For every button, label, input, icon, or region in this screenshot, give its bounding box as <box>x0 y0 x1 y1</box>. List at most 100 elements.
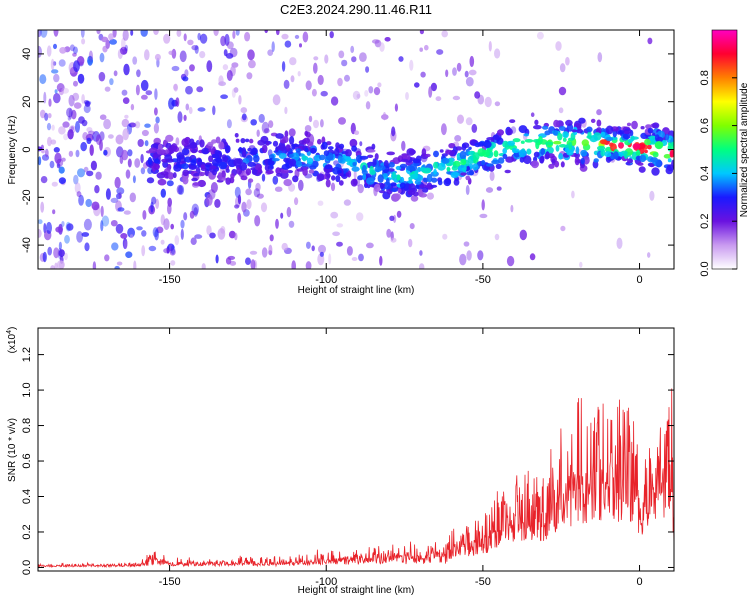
snr-y-tick-label: 0.8 <box>21 418 33 433</box>
spectrogram-cell <box>331 175 336 181</box>
spectrogram-cell <box>180 219 185 229</box>
spectrogram-cell <box>66 223 74 231</box>
spectrogram-cell <box>374 167 382 172</box>
spectrogram-cell <box>379 255 383 266</box>
spectrogram-cell <box>533 125 542 130</box>
spectrogram-cell <box>468 146 472 150</box>
spectrogram-cell <box>189 210 195 219</box>
snr-x-tick-label: -150 <box>159 576 181 588</box>
spectrogram-cell <box>406 148 416 156</box>
spectrogram-cell <box>555 41 562 51</box>
spectrogram-cell <box>596 119 602 127</box>
spectrogram-cell <box>421 148 427 157</box>
spectrogram-cell <box>302 31 309 43</box>
spectrogram-cell <box>317 138 322 145</box>
spectrogram-cell <box>192 182 200 186</box>
colorbar-ticks: 0.0 0.2 0.4 0.6 0.8 <box>699 70 737 277</box>
spectrogram-cell <box>359 52 367 62</box>
colorbar-scale <box>711 29 738 270</box>
spectrogram-cell <box>99 52 105 63</box>
spectrogram-cell <box>395 165 402 171</box>
spectrogram-cell <box>245 168 252 176</box>
spectrogram-cell <box>117 48 123 60</box>
spectrogram-cell <box>453 178 460 186</box>
spectrogram-cell <box>53 247 60 259</box>
spectrogram-cell <box>618 142 624 149</box>
spectrogram-cell <box>529 253 536 261</box>
colorbar-tick-label: 0.0 <box>699 261 711 276</box>
spectrogram-cell <box>191 149 198 153</box>
spectrogram-cell <box>665 166 674 175</box>
spectrogram-cell <box>208 148 215 153</box>
spectrogram-cell <box>42 251 47 263</box>
spectrogram-cell <box>364 90 369 97</box>
spectrogram-cell <box>40 30 48 38</box>
spectrogram-cell <box>450 171 459 178</box>
spectrogram-cell <box>114 176 121 189</box>
spectrogram-cell <box>338 50 345 59</box>
spectrogram-cell <box>64 234 70 244</box>
spectrogram-cell <box>477 141 485 147</box>
spectrogram-cell <box>51 181 58 187</box>
spectrogram-cell <box>194 45 199 54</box>
spectrogram-cell <box>244 31 251 42</box>
spectrogram-cell <box>209 232 216 239</box>
snr-frame <box>37 327 675 572</box>
spectrogram-cell <box>571 129 577 133</box>
spectrogram-cell <box>548 163 555 169</box>
spectrogram-cell <box>335 175 341 183</box>
spectrogram-cell <box>261 173 266 182</box>
spectrogram-cell <box>371 143 376 150</box>
spectrogram-cell <box>248 178 254 183</box>
snr-panel: -150 -100 -50 0 0.0 0.2 0.4 0.6 0.8 1.0 1.2 Heigh… <box>6 327 675 596</box>
spectrogram-cell <box>352 90 361 100</box>
spectrogram-cell <box>317 74 324 86</box>
spectrogram-cell <box>373 87 381 96</box>
spectrogram-cell <box>417 167 422 172</box>
spectrogram-cell <box>176 30 182 37</box>
page-title: C2E3.2024.290.11.46.R11 <box>280 2 432 17</box>
spectrogram-cell <box>160 214 165 226</box>
spectrogram-cell <box>512 147 516 152</box>
spectrogram-cell <box>507 140 516 146</box>
spectrogram-cell <box>255 182 261 192</box>
spectrogram-cell <box>265 141 270 146</box>
spectrogram-cell <box>275 133 284 139</box>
spectrogram-cell <box>419 250 423 256</box>
spectrogram-cell <box>268 244 273 256</box>
spectrogram-cell <box>359 155 369 160</box>
spectrogram-cell <box>40 144 44 151</box>
spectrogram-cell <box>96 30 101 35</box>
spectrogram-cell <box>425 153 431 158</box>
spectrogram-cell <box>51 124 55 131</box>
spectrogram-cell <box>246 199 252 210</box>
spectrogram-cell <box>369 169 376 175</box>
spectrogram-cell <box>49 160 55 169</box>
spectrogram-cell <box>234 232 238 241</box>
spectrogram-cell <box>41 149 45 154</box>
spectrogram-cell <box>217 228 226 240</box>
spectrogram-cell <box>362 173 367 181</box>
spectrogram-cell <box>156 149 163 155</box>
spectrogram-cell <box>558 126 566 131</box>
spectrogram-cell <box>523 155 532 165</box>
spectrogram-cell <box>178 146 183 154</box>
spectrogram-cell <box>257 139 266 146</box>
spectrogram-cell <box>82 132 89 141</box>
spectrogram-cell <box>226 41 234 50</box>
spectrogram-cell <box>246 72 253 80</box>
spectrogram-cell <box>183 114 187 121</box>
spectrogram-cell <box>247 49 255 61</box>
spectrogram-cell <box>372 158 377 166</box>
spectrogram-cell <box>408 183 416 193</box>
spectrogram-cell <box>233 158 242 167</box>
spectrogram-cell <box>338 180 344 186</box>
spectrogram-cell <box>452 95 461 101</box>
spectrogram-cell <box>175 97 180 107</box>
spectrogram-cell <box>318 154 326 161</box>
spectrogram-cell <box>237 194 242 205</box>
spectrogram-cell <box>664 133 670 141</box>
spectrogram-cell <box>651 167 660 176</box>
spectrogram-cell <box>310 147 317 154</box>
spectrogram-cell <box>308 169 315 174</box>
